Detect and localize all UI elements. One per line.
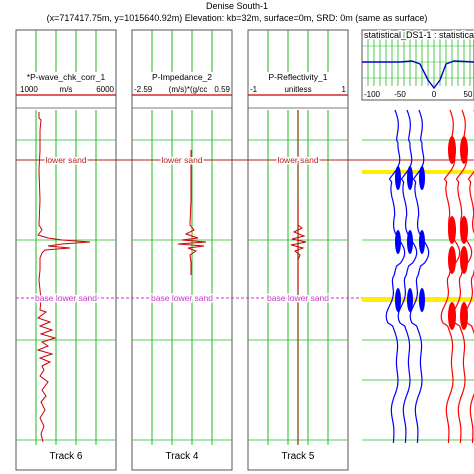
- seismic-lobe: [460, 136, 468, 164]
- track-4-unit: (m/s)*(g/cc: [169, 85, 208, 94]
- wavelet-tick-3: 0: [432, 90, 437, 99]
- wavelet-tick-2: -50: [394, 90, 406, 99]
- track-5[interactable]: P-Reflectivity_1 -1 unitless 1: [247, 29, 349, 471]
- seismic-lobe: [419, 166, 425, 190]
- wavelet-grid: [362, 32, 474, 86]
- seismic-lobe: [460, 302, 468, 330]
- track-4[interactable]: P-Impedance_2 -2.59 (m/s)*(g/cc 0.59: [131, 29, 233, 471]
- seismic-lobe: [407, 230, 413, 254]
- seismic-traces: [385, 109, 474, 444]
- seismic-lobe: [395, 166, 401, 190]
- track-6-unit: m/s: [60, 85, 73, 94]
- wavelet-plot-frame: [361, 29, 474, 101]
- track-6-max: 6000: [96, 85, 114, 94]
- well-log-panel: *P-wave_chk_corr_1 1000 m/s 6000 P-Imped…: [15, 29, 474, 471]
- horizon-upper: [362, 170, 474, 174]
- seismic-lobe: [448, 302, 456, 330]
- track-5-footer: Track 5: [281, 451, 315, 462]
- seismic-lobe: [395, 230, 401, 254]
- marker-base-lower-sand[interactable]: base lower sand base lower sand base low…: [16, 292, 474, 305]
- well-header: Denise South-1 (x=717417.75m, y=1015640.…: [0, 0, 474, 26]
- track-4-min: -2.59: [134, 85, 153, 94]
- track-4-max: 0.59: [214, 85, 230, 94]
- seismic-lobe: [448, 216, 456, 244]
- seismic-grid: [362, 139, 474, 441]
- well-info: (x=717417.75m, y=1015640.92m) Elevation:…: [46, 13, 428, 23]
- wavelet-title: statistical_DS1-1 : statistical: [364, 30, 474, 40]
- track-6-grid: [16, 30, 116, 445]
- seismic-lobe: [407, 288, 413, 312]
- track-5-log-name: P-Reflectivity_1: [268, 72, 327, 82]
- seismic-trace: [452, 109, 473, 444]
- seismic-lobe: [407, 166, 413, 190]
- seismic-trace: [464, 110, 474, 444]
- track-4-frame: [131, 29, 233, 471]
- seismic-lobe: [460, 216, 468, 244]
- seismic-lobe: [448, 136, 456, 164]
- track-6-min: 1000: [20, 85, 38, 94]
- track-4-log-name: P-Impedance_2: [152, 72, 212, 82]
- marker-base-lower-sand-label-3: base lower sand: [267, 293, 329, 303]
- seismic-trace: [409, 109, 430, 444]
- track-4-log-curve: [177, 150, 207, 275]
- track-6-footer: Track 6: [49, 451, 83, 462]
- marker-lower-sand-label-2: lower sand: [161, 155, 202, 165]
- seismic-trace: [385, 109, 406, 444]
- track-6-log-curve: [36, 112, 91, 443]
- marker-lower-sand-label-1: lower sand: [45, 155, 86, 165]
- wavelet-tick-1: -100: [364, 90, 381, 99]
- seismic-lobe: [419, 230, 425, 254]
- seismic-trace: [440, 109, 461, 444]
- seismic-trace: [397, 109, 418, 444]
- wavelet-curve: [362, 60, 474, 90]
- seismic-lobe: [395, 288, 401, 312]
- seismic-lobe: [460, 246, 468, 274]
- marker-base-lower-sand-label-1: base lower sand: [35, 293, 97, 303]
- seismic-lobe: [419, 288, 425, 312]
- track-5-min: -1: [250, 85, 258, 94]
- well-name: Denise South-1: [205, 1, 269, 11]
- track-4-footer: Track 4: [165, 451, 199, 462]
- track-5-unit: unitless: [284, 85, 311, 94]
- track-6-log-name: *P-wave_chk_corr_1: [27, 72, 106, 82]
- wavelet-tick-4: 50: [464, 90, 473, 99]
- synthetic-panel[interactable]: statistical_DS1-1 : statistical -100 -50…: [361, 29, 474, 444]
- track-5-log-curve: [290, 200, 307, 290]
- seismic-lobe: [448, 246, 456, 274]
- marker-base-lower-sand-label-2: base lower sand: [151, 293, 213, 303]
- marker-lower-sand[interactable]: lower sand lower sand lower sand: [16, 154, 474, 167]
- horizon-lower: [362, 297, 474, 302]
- track-6[interactable]: *P-wave_chk_corr_1 1000 m/s 6000: [15, 29, 117, 471]
- track-6-frame: [15, 29, 117, 471]
- track-5-max: 1: [342, 85, 347, 94]
- marker-lower-sand-label-3: lower sand: [277, 155, 318, 165]
